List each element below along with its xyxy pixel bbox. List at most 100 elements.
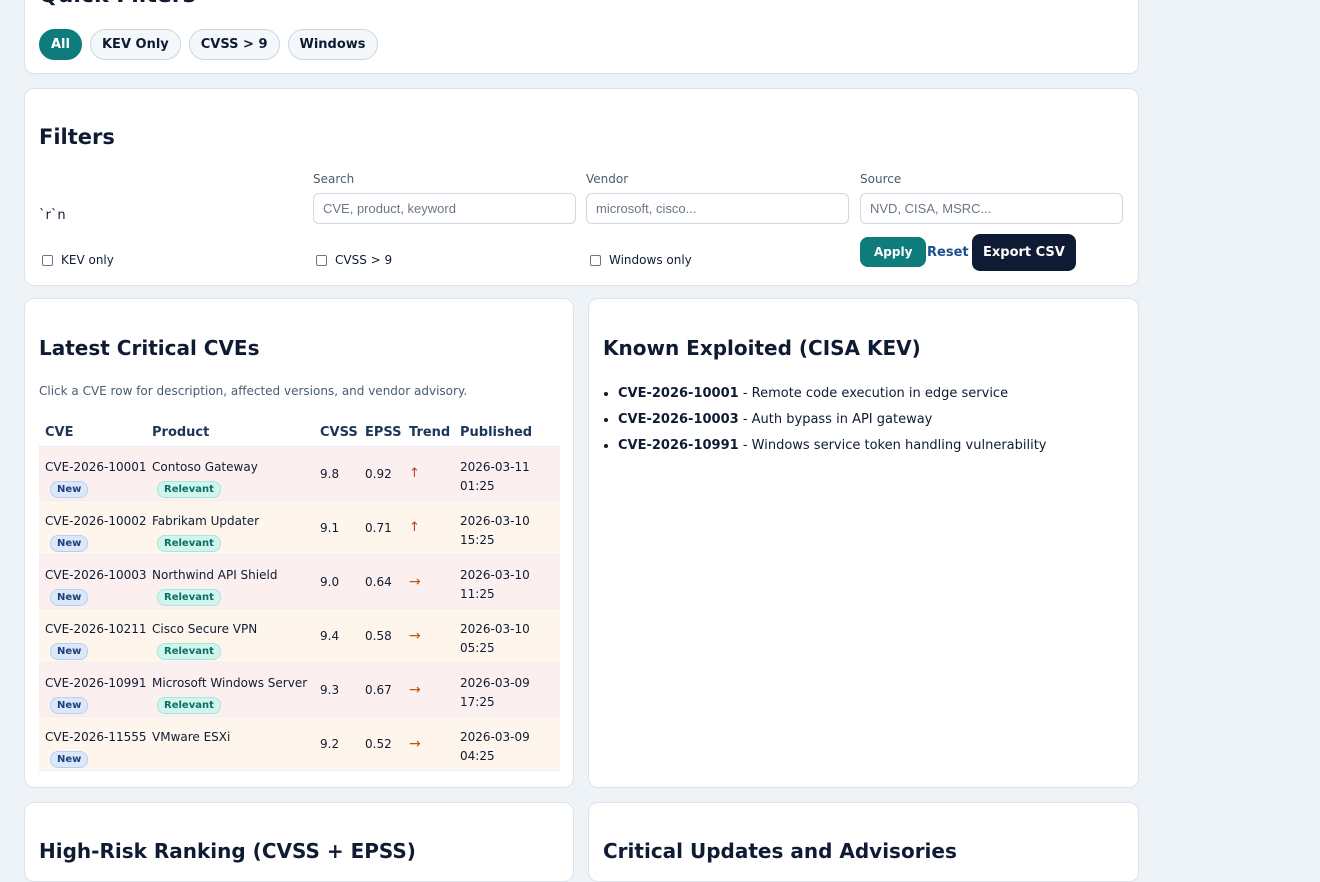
- kev-only-checkbox[interactable]: KEV only: [42, 253, 114, 267]
- product-name: Fabrikam Updater: [152, 514, 260, 528]
- kev-cve-id[interactable]: CVE-2026-10991: [618, 438, 739, 453]
- epss-value: 0.92: [365, 466, 392, 481]
- checkbox-box[interactable]: [42, 254, 53, 266]
- published-time: 05:25: [460, 641, 495, 655]
- trend-up-icon: ↑: [409, 466, 420, 481]
- published-time: 17:25: [460, 695, 495, 709]
- windows-only-checkbox[interactable]: Windows only: [590, 253, 692, 267]
- cvss-gt-9-checkbox[interactable]: CVSS > 9: [316, 253, 392, 267]
- pill-windows[interactable]: Windows: [287, 29, 378, 60]
- checkbox-label: KEV only: [61, 253, 114, 267]
- cve-id[interactable]: CVE-2026-11555: [45, 730, 147, 744]
- table-row[interactable]: CVE-2026-10002 New Fabrikam Updater Releva…: [39, 501, 560, 555]
- new-badge: New: [50, 535, 89, 552]
- table-row[interactable]: CVE-2026-10001 New Contoso Gateway Relevan…: [39, 447, 560, 501]
- checkbox-box[interactable]: [316, 254, 327, 266]
- vendor-input[interactable]: [586, 193, 849, 224]
- published-time: 11:25: [460, 587, 495, 601]
- pill-kev-only[interactable]: KEV Only: [89, 29, 181, 60]
- table-row[interactable]: CVE-2026-11555 New VMware ESXi 9.2 0.52 →…: [39, 717, 560, 771]
- pill-cvss-gt-9[interactable]: CVSS > 9: [188, 29, 280, 60]
- cve-id[interactable]: CVE-2026-10211: [45, 622, 147, 636]
- table-header: CVE Product CVSS EPSS Trend Published: [39, 418, 560, 447]
- col-trend[interactable]: Trend: [409, 424, 451, 440]
- advisories-title: Critical Updates and Advisories: [603, 839, 957, 863]
- product-name: Northwind API Shield: [152, 568, 278, 582]
- filters-card: Filters `r`n Search Vendor Source KEV on…: [24, 88, 1139, 286]
- table-body: CVE-2026-10001 New Contoso Gateway Relevan…: [39, 447, 560, 771]
- published-date: 2026-03-09: [460, 730, 530, 744]
- table-row[interactable]: CVE-2026-10991 New Microsoft Windows Serv…: [39, 663, 560, 717]
- epss-value: 0.71: [365, 520, 392, 535]
- published-time: 15:25: [460, 533, 495, 547]
- pill-all[interactable]: All: [39, 29, 82, 60]
- col-published[interactable]: Published: [460, 424, 533, 440]
- col-cvss[interactable]: CVSS: [320, 424, 358, 440]
- new-badge: New: [50, 589, 89, 606]
- apply-button[interactable]: Apply: [860, 237, 927, 267]
- cve-id[interactable]: CVE-2026-10002: [45, 514, 147, 528]
- source-input[interactable]: [860, 193, 1123, 224]
- cvss-value: 9.2: [320, 736, 340, 751]
- reset-button[interactable]: Reset: [927, 245, 969, 260]
- product-name: Contoso Gateway: [152, 460, 258, 474]
- checkbox-box[interactable]: [590, 254, 601, 266]
- cve-id[interactable]: CVE-2026-10001: [45, 460, 147, 474]
- kev-desc: - Windows service token handling vulnera…: [738, 438, 1047, 453]
- epss-value: 0.58: [365, 628, 392, 643]
- cvss-value: 9.1: [320, 520, 340, 535]
- latest-critical-cves-card: Latest Critical CVEs Click a CVE row for…: [24, 298, 574, 788]
- cvss-value: 9.4: [320, 628, 340, 643]
- relevant-badge: Relevant: [157, 481, 221, 498]
- new-badge: New: [50, 751, 89, 768]
- high-risk-title: High-Risk Ranking (CVSS + EPSS): [39, 839, 416, 863]
- kev-list: CVE-2026-10001 - Remote code execution i…: [603, 381, 1047, 459]
- trend-flat-icon: →: [409, 735, 421, 752]
- col-product[interactable]: Product: [152, 424, 210, 440]
- epss-value: 0.64: [365, 574, 392, 589]
- search-label: Search: [313, 172, 355, 186]
- checkbox-label: Windows only: [609, 253, 692, 267]
- cve-id[interactable]: CVE-2026-10003: [45, 568, 147, 582]
- epss-value: 0.52: [365, 736, 392, 751]
- cve-table: CVE Product CVSS EPSS Trend Published CV…: [39, 418, 560, 771]
- cvss-value: 9.3: [320, 682, 340, 697]
- published-date: 2026-03-10: [460, 622, 530, 636]
- kev-cve-id[interactable]: CVE-2026-10003: [618, 412, 739, 427]
- list-item: CVE-2026-10001 - Remote code execution i…: [618, 381, 1047, 407]
- cvss-value: 9.0: [320, 574, 340, 589]
- quick-filter-pills: All KEV Only CVSS > 9 Windows: [39, 29, 378, 60]
- list-item: CVE-2026-10991 - Windows service token h…: [618, 433, 1047, 459]
- kev-desc: - Remote code execution in edge service: [738, 386, 1009, 401]
- published-date: 2026-03-10: [460, 568, 530, 582]
- relevant-badge: Relevant: [157, 589, 221, 606]
- relevant-badge: Relevant: [157, 643, 221, 660]
- latest-hint: Click a CVE row for description, affecte…: [39, 384, 468, 398]
- relevant-badge: Relevant: [157, 535, 221, 552]
- vendor-label: Vendor: [586, 172, 629, 186]
- cve-id[interactable]: CVE-2026-10991: [45, 676, 147, 690]
- published-time: 01:25: [460, 479, 495, 493]
- epss-value: 0.67: [365, 682, 392, 697]
- table-row[interactable]: CVE-2026-10003 New Northwind API Shield Re…: [39, 555, 560, 609]
- cvss-value: 9.8: [320, 466, 340, 481]
- new-badge: New: [50, 643, 89, 660]
- trend-flat-icon: →: [409, 681, 421, 698]
- source-label: Source: [860, 172, 902, 186]
- table-row[interactable]: CVE-2026-10211 New Cisco Secure VPN Releva…: [39, 609, 560, 663]
- stray-text: `r`n: [39, 208, 66, 223]
- trend-flat-icon: →: [409, 627, 421, 644]
- product-name: Microsoft Windows Server: [152, 676, 308, 690]
- col-cve[interactable]: CVE: [45, 424, 74, 440]
- checkbox-label: CVSS > 9: [335, 253, 393, 267]
- search-input[interactable]: [313, 193, 576, 224]
- trend-up-icon: ↑: [409, 520, 420, 535]
- col-epss[interactable]: EPSS: [365, 424, 402, 440]
- published-date: 2026-03-11: [460, 460, 530, 474]
- export-csv-button[interactable]: Export CSV: [972, 234, 1076, 271]
- product-name: VMware ESXi: [152, 730, 231, 744]
- published-date: 2026-03-10: [460, 514, 530, 528]
- advisories-card: Critical Updates and Advisories: [588, 802, 1139, 882]
- trend-flat-icon: →: [409, 573, 421, 590]
- kev-cve-id[interactable]: CVE-2026-10001: [618, 386, 739, 401]
